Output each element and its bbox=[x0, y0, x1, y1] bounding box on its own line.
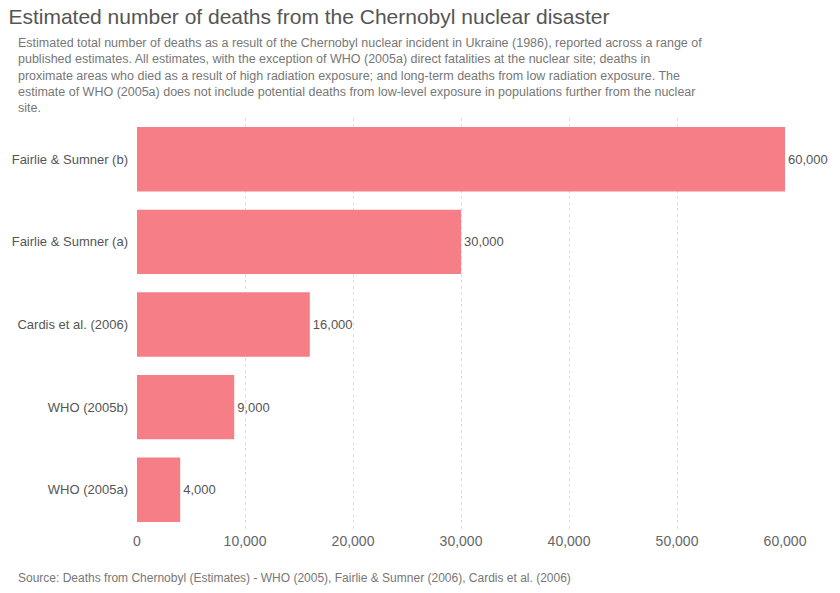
svg-text:40,000: 40,000 bbox=[548, 533, 591, 549]
svg-text:Fairlie & Sumner (a): Fairlie & Sumner (a) bbox=[12, 234, 128, 249]
svg-text:50,000: 50,000 bbox=[656, 533, 699, 549]
svg-text:60,000: 60,000 bbox=[764, 533, 807, 549]
svg-text:60,000: 60,000 bbox=[788, 152, 828, 167]
svg-text:WHO (2005a): WHO (2005a) bbox=[48, 482, 128, 497]
svg-text:Fairlie & Sumner (b): Fairlie & Sumner (b) bbox=[12, 152, 128, 167]
svg-text:16,000: 16,000 bbox=[313, 317, 353, 332]
svg-text:Source: Deaths from Chernobyl: Source: Deaths from Chernobyl (Estimates… bbox=[18, 571, 571, 585]
svg-text:WHO (2005b): WHO (2005b) bbox=[48, 400, 128, 415]
svg-text:30,000: 30,000 bbox=[464, 234, 504, 249]
svg-text:9,000: 9,000 bbox=[237, 400, 270, 415]
svg-text:30,000: 30,000 bbox=[440, 533, 483, 549]
svg-text:Estimated number of deaths fro: Estimated number of deaths from the Cher… bbox=[8, 5, 609, 28]
svg-text:0: 0 bbox=[133, 533, 141, 549]
svg-text:10,000: 10,000 bbox=[224, 533, 267, 549]
svg-text:Cardis et al. (2006): Cardis et al. (2006) bbox=[17, 317, 128, 332]
svg-text:Estimated total number of deat: Estimated total number of deaths as a re… bbox=[18, 36, 702, 115]
svg-text:20,000: 20,000 bbox=[332, 533, 375, 549]
svg-text:4,000: 4,000 bbox=[183, 482, 216, 497]
